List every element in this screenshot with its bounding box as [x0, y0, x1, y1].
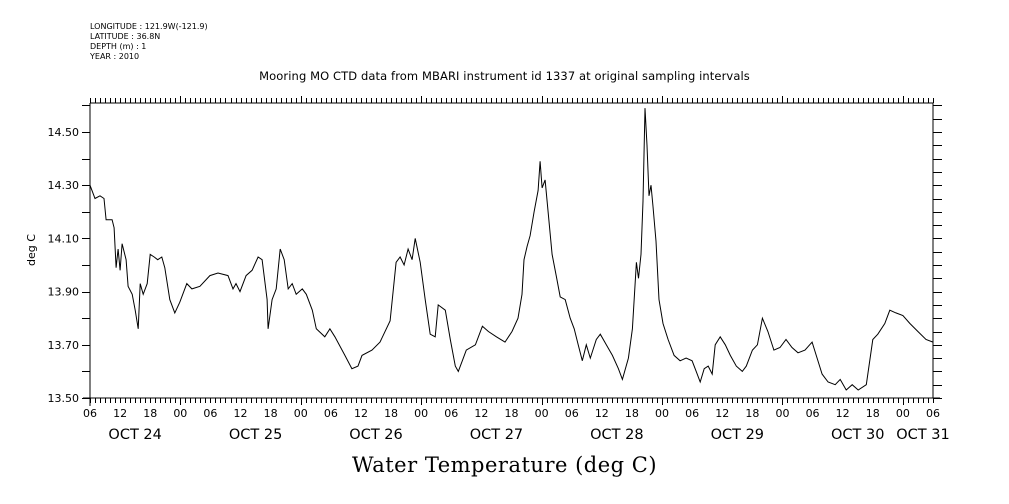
longitude-label: LONGITUDE : 121.9W(-121.9) — [90, 22, 208, 31]
y-tick-label: 13.50 — [48, 392, 80, 405]
x-tick-labels: 06 12 18 00 06 12 18 00 06 12 18 00 06 12 18 00 06 12 18 00… — [83, 407, 940, 420]
x-tick-label: 06 — [444, 407, 458, 420]
x-tick-label: 18 — [384, 407, 398, 420]
x-tick-label: 12 — [354, 407, 368, 420]
day-label: OCT 27 — [470, 427, 523, 443]
x-tick-label: 00 — [655, 407, 669, 420]
x-tick-label: 12 — [234, 407, 248, 420]
x-tick-label: 06 — [806, 407, 820, 420]
x-tick-label: 06 — [926, 407, 940, 420]
x-tick-label: 06 — [685, 407, 699, 420]
depth-label: DEPTH (m) : 1 — [90, 42, 147, 51]
day-label: OCT 28 — [590, 427, 643, 443]
day-label: OCT 24 — [108, 427, 161, 443]
axes-group — [82, 96, 942, 406]
day-label: OCT 26 — [349, 427, 402, 443]
x-tick-label: 18 — [264, 407, 278, 420]
x-tick-label: 18 — [143, 407, 157, 420]
x-tick-label: 00 — [173, 407, 187, 420]
x-tick-label: 12 — [474, 407, 488, 420]
chart-title: Mooring MO CTD data from MBARI instrumen… — [259, 69, 750, 83]
y-tick-label: 14.10 — [48, 232, 80, 245]
year-label: YEAR : 2010 — [90, 52, 140, 61]
x-tick-label: 06 — [203, 407, 217, 420]
day-label: OCT 29 — [711, 427, 764, 443]
latitude-label: LATITUDE : 36.8N — [90, 32, 161, 41]
y-tick-label: 13.70 — [48, 339, 80, 352]
x-tick-label: 00 — [294, 407, 308, 420]
x-tick-label: 12 — [836, 407, 850, 420]
x-tick-label: 00 — [535, 407, 549, 420]
header-info: LONGITUDE : 121.9W(-121.9) LATITUDE : 36… — [90, 22, 208, 62]
x-tick-label: 12 — [715, 407, 729, 420]
day-labels: OCT 24 OCT 25 OCT 26 OCT 27 OCT 28 OCT 29 OCT … — [108, 427, 949, 443]
day-label: OCT 25 — [229, 427, 282, 443]
y-tick-labels: 13.50 13.70 13.90 14.10 14.30 14.50 — [48, 126, 80, 405]
y-tick-label: 13.90 — [48, 286, 80, 299]
y-tick-label: 14.30 — [48, 179, 80, 192]
y-axis-label: deg C — [25, 234, 38, 266]
x-tick-label: 12 — [595, 407, 609, 420]
x-tick-label: 00 — [896, 407, 910, 420]
day-label: OCT 30 — [831, 427, 884, 443]
x-tick-label: 18 — [866, 407, 880, 420]
x-tick-label: 00 — [775, 407, 789, 420]
x-tick-label: 12 — [113, 407, 127, 420]
x-tick-label: 06 — [324, 407, 338, 420]
day-label: OCT 31 — [896, 427, 949, 443]
x-tick-label: 18 — [505, 407, 519, 420]
x-axis-label: Water Temperature (deg C) — [351, 453, 658, 477]
y-tick-label: 14.50 — [48, 126, 80, 139]
series-line-water-temperature — [89, 108, 934, 391]
x-tick-label: 18 — [625, 407, 639, 420]
x-tick-label: 06 — [565, 407, 579, 420]
x-tick-label: 18 — [745, 407, 759, 420]
x-tick-label: 00 — [414, 407, 428, 420]
x-tick-label: 06 — [83, 407, 97, 420]
